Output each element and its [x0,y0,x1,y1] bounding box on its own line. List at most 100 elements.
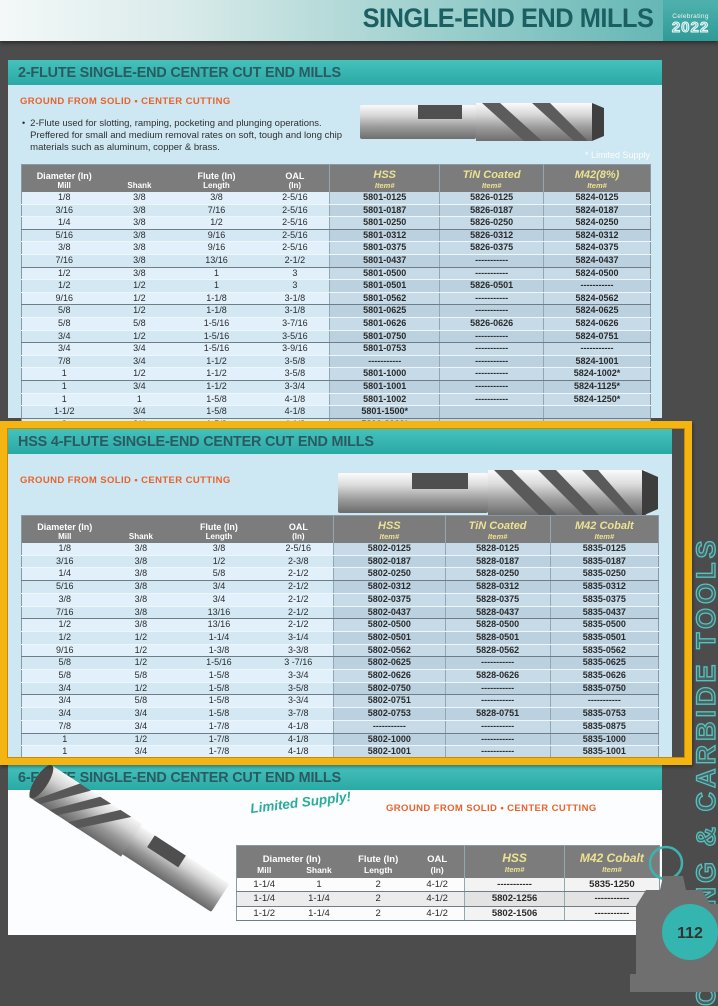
spec-cell: 3/4 [21,707,108,721]
table-row: 7/16 3/8 13/16 2-1/2 5802-0437 5828-0437 5835-… [21,606,659,620]
spec-cell: 3/8 [106,192,173,205]
spec-cell: 9/16 [21,292,107,306]
item-number-cell: 5802-0125 [333,543,446,556]
item-number-cell: 5826-0312 [439,229,544,243]
spec-cell: 1/2 [107,631,175,645]
spec-cell: 5/8 [106,317,173,331]
item-number-cell: 5824-0562 [543,292,651,306]
item-number-cell: 5801-1002 [329,393,440,407]
spec-cell: 9/16 [172,241,261,255]
anniversary-badge: Celebrating 2022 [663,0,718,41]
spec-cell: 3/4 [106,342,173,356]
spec-cell: 1 [21,745,108,759]
spec-cell: 1-1/2 [21,405,107,419]
section-banner: 2-FLUTE SINGLE-END CENTER CUT END MILLS [8,60,662,85]
column-subheader: Mill [21,532,108,543]
section-banner-label: HSS 4-FLUTE SINGLE-END CENTER CUT END MI… [18,433,374,450]
item-number-cell: 5801-0375 [329,241,440,255]
spec-cell: 3/4 [106,405,173,419]
item-number-cell: 5828-0312 [444,580,551,594]
item-number-cell: ----------- [444,656,551,671]
spec-cell: 1-5/8 [174,694,264,709]
corner-gear-graphic: 112 [630,845,718,992]
column-subheader: (In) [409,865,465,878]
item-number-cell: 5835-1001 [549,745,659,759]
item-number-cell: ----------- [439,292,544,306]
column-header: M42 Cobalt [563,845,660,865]
item-number-cell: ----------- [439,393,544,407]
table-row: 1/8 3/8 3/8 2-5/16 5802-0125 5828-0125 5835-01… [21,543,659,556]
column-subheader: (In) [263,532,334,543]
table-row: 5/16 3/8 3/4 2-1/2 5802-0312 5828-0312 5835-03… [21,580,659,594]
column-header: Diameter (In) [21,164,107,181]
spec-cell: 3/8 [21,593,108,607]
spec-cell: 3/8 [174,543,264,556]
item-number-cell: 5802-1256 [464,891,565,907]
item-number-cell: 5826-0187 [439,204,544,218]
table-row: 3/4 3/4 1-5/8 3-7/8 5802-0753 5828-0751 5835-0… [21,707,659,721]
spec-cell: 1-3/8 [174,644,264,658]
item-number-cell: 5828-0501 [444,631,551,645]
table-row: 5/8 1/2 1-1/8 3-1/8 5801-0625 ----------- 5824… [21,304,651,318]
item-number-cell: 5828-0375 [444,593,551,607]
item-number-cell: 5824-1250* [543,393,651,407]
spec-cell: 7/8 [21,720,108,734]
table-row: 1 1/2 1-7/8 4-1/8 5802-1000 ----------- 5835-1… [21,733,659,747]
item-number-cell: 5828-0437 [444,606,551,620]
item-number-cell: ----------- [439,304,544,318]
item-number-cell: 5802-0626 [333,669,446,683]
spec-cell: 2-1/2 [263,606,334,620]
item-number-cell: 5824-0500 [543,267,651,281]
item-number-cell: 5801-0312 [329,229,440,243]
spec-cell: 1-5/16 [172,317,261,331]
item-number-cell: 5828-0250 [444,567,551,582]
column-header: Diameter (In) [21,515,108,532]
column-header: Flute (In) [172,164,261,181]
page-number-circle [662,904,718,960]
spec-cell: 2-5/16 [260,216,330,230]
spec-cell: 1/2 [21,267,107,281]
spec-cell: 1-5/8 [172,393,261,407]
section-banner: 6-FLUTE SINGLE-END CENTER CUT END MILLS [8,765,662,790]
column-subheader: Mill [21,181,107,192]
spec-cell: 1-1/2 [172,367,261,381]
spec-cell: 1-7/8 [174,720,264,734]
spec-cell: 1/4 [21,567,108,582]
spec-cell: 1/2 [106,304,173,318]
spec-cell: 3 [260,279,330,293]
item-number-cell: 5801-0250 [329,216,440,230]
spec-cell: 3/8 [106,204,173,218]
table-row: 3/8 3/8 9/16 2-5/16 5801-0375 5826-0375 5824-0… [21,241,651,255]
spec-cell: 3-1/8 [260,292,330,306]
spec-cell: 7/16 [172,204,261,218]
spec-cell: 3/8 [107,543,175,556]
item-number-cell: 5801-0625 [329,304,440,318]
item-number-cell: 5828-0187 [444,555,551,569]
spec-cell: 1 [21,380,107,394]
spec-cell: 2-1/2 [263,618,334,632]
table-row: 1-1/4 1 2 4-1/2 ----------- 5835-1250 [236,878,660,893]
spec-cell: 2-5/16 [260,192,330,205]
column-subheader: Item# [439,181,544,192]
spec-cell: 4-1/2 [409,878,465,893]
item-number-cell: 5802-0501 [333,631,446,645]
column-header: M42 Cobalt [549,515,659,532]
spec-cell: 2-1/2 [263,593,334,607]
spec-cell: 1 [21,367,107,381]
spec-cell: 1-7/8 [174,745,264,759]
spec-cell: 3/8 [106,229,173,243]
table-row: 3/8 3/8 3/4 2-1/2 5802-0375 5828-0375 5835-037… [21,593,659,607]
column-header: OAL [260,164,330,181]
column-header: M42(8%) [543,164,651,181]
spec-cell: 3/8 [107,606,175,620]
item-number-cell: 5826-0125 [439,192,544,205]
item-number-cell: 5802-1001 [333,745,446,759]
spec-cell: 5/8 [21,317,107,331]
item-number-cell: ----------- [439,367,544,381]
item-number-cell: 5824-0437 [543,254,651,268]
spec-cell: 3-7/16 [260,317,330,331]
spec-cell: 4-1/2 [409,891,465,907]
spec-cell: 3 -7/16 [263,656,334,671]
item-number-cell: 5835-0562 [549,644,659,658]
spec-cell: 1 [21,393,107,407]
